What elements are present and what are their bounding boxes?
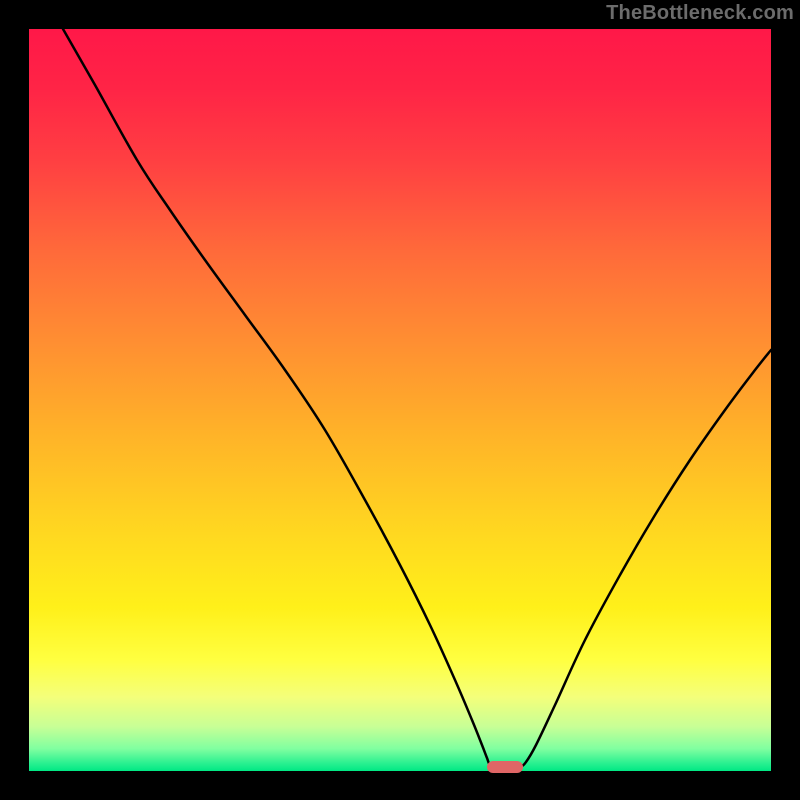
chart-background	[0, 0, 800, 800]
bottleneck-chart: TheBottleneck.com	[0, 0, 800, 800]
watermark-text: TheBottleneck.com	[606, 2, 794, 25]
optimum-marker	[487, 761, 523, 773]
